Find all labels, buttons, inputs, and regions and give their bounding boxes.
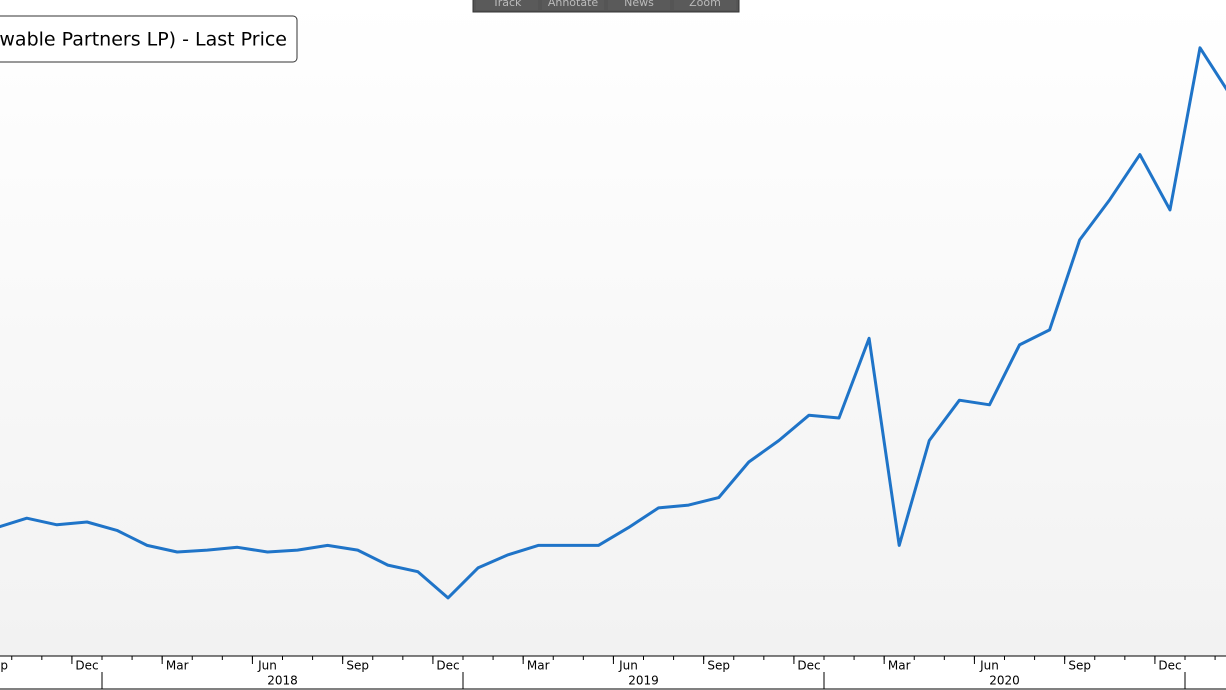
toolbar-button[interactable] xyxy=(542,0,604,10)
x-tick-label: Jun xyxy=(618,659,638,673)
year-label: 2018 xyxy=(267,674,298,688)
price-line xyxy=(0,46,1226,600)
plot-area xyxy=(0,0,1226,656)
toolbar-button[interactable] xyxy=(674,0,736,10)
x-tick-label: Sep xyxy=(707,659,730,673)
x-tick-label: Sep xyxy=(346,659,369,673)
x-tick-label: Mar xyxy=(888,659,911,673)
toolbar xyxy=(472,0,740,13)
x-tick-label: Mar xyxy=(166,659,189,673)
toolbar-label[interactable]: Annotate xyxy=(548,0,599,9)
x-tick-label: Sep xyxy=(1068,659,1091,673)
toolbar-button[interactable] xyxy=(608,0,670,10)
x-tick-label: Mar xyxy=(527,659,550,673)
year-label: 2020 xyxy=(989,674,1020,688)
x-tick-label: Jun xyxy=(979,659,999,673)
x-tick-label: Jun xyxy=(257,659,277,673)
toolbar-button[interactable] xyxy=(476,0,538,10)
title-box xyxy=(0,15,298,63)
x-tick-label: Dec xyxy=(75,659,98,673)
x-tick-label: Dec xyxy=(797,659,820,673)
chart-title: wable Partners LP) - Last Price xyxy=(0,29,287,51)
x-tick-label: Sep xyxy=(0,659,8,673)
year-label: 2019 xyxy=(628,674,659,688)
toolbar-label[interactable]: Track xyxy=(492,0,522,9)
toolbar-label[interactable]: News xyxy=(624,0,654,9)
toolbar-label[interactable]: Zoom xyxy=(689,0,721,9)
x-tick-label: Dec xyxy=(1158,659,1181,673)
x-tick-label: Dec xyxy=(436,659,459,673)
